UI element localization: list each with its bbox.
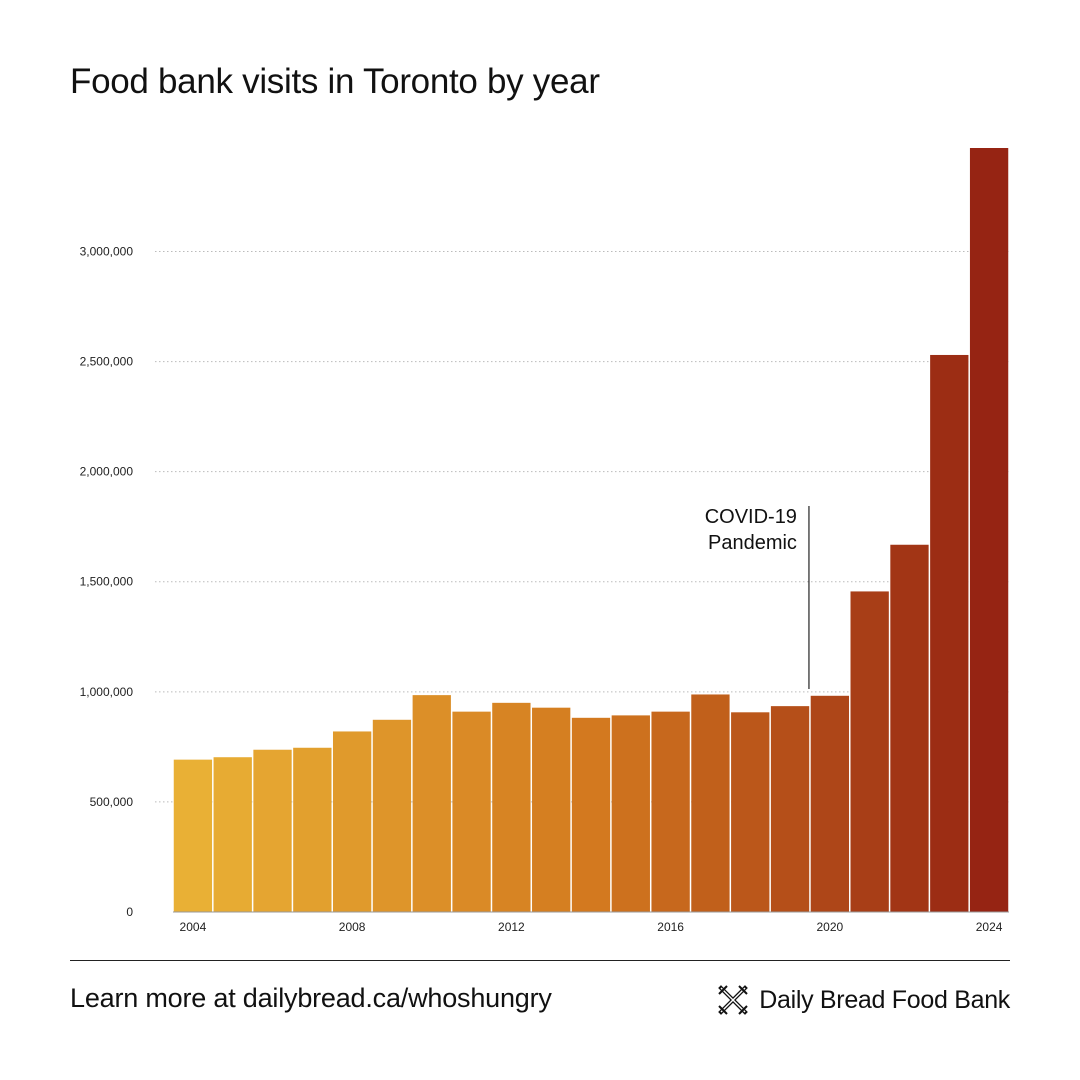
- bar-chart: 0 500,000 1,000,000 1,500,000 2,000,000 2,500…: [80, 148, 1009, 934]
- x-tick-label: 2016: [657, 920, 684, 934]
- bar: [213, 757, 252, 912]
- bar: [731, 712, 770, 912]
- y-tick-label: 1,500,000: [80, 575, 134, 589]
- daily-bread-x-icon: [718, 985, 749, 1015]
- bar: [810, 695, 850, 912]
- bar: [850, 591, 889, 912]
- chart-title: Food bank visits in Toronto by year: [70, 62, 600, 101]
- brand-name: Daily Bread Food Bank: [759, 985, 1010, 1014]
- bar: [332, 731, 372, 912]
- annotation-label: Pandemic: [708, 532, 797, 554]
- x-tick-label: 2012: [498, 920, 525, 934]
- x-tick-label: 2020: [817, 920, 844, 934]
- bar: [253, 749, 292, 912]
- bar: [770, 706, 810, 912]
- y-tick-label: 1,000,000: [80, 685, 134, 699]
- bar: [492, 702, 531, 912]
- footer-link-text[interactable]: Learn more at dailybread.ca/whoshungry: [70, 983, 552, 1013]
- y-tick-label: 3,000,000: [80, 244, 134, 258]
- bar: [173, 759, 213, 912]
- y-tick-label: 0: [126, 905, 133, 919]
- bar: [571, 717, 611, 912]
- bar: [691, 694, 730, 912]
- y-tick-label: 500,000: [90, 795, 134, 809]
- annotation-label: COVID-19: [705, 506, 797, 528]
- bar: [890, 544, 929, 912]
- bar: [651, 711, 690, 912]
- bar: [969, 148, 1009, 912]
- x-tick-label: 2004: [180, 920, 207, 934]
- brand: Daily Bread Food Bank: [717, 984, 1010, 1016]
- bar: [532, 707, 571, 912]
- footer-divider: [70, 960, 1010, 961]
- y-tick-label: 2,500,000: [80, 355, 134, 369]
- x-tick-label: 2008: [339, 920, 366, 934]
- bar: [611, 715, 650, 912]
- bar: [452, 711, 491, 912]
- bar: [293, 747, 332, 912]
- bar: [372, 719, 412, 912]
- x-tick-label: 2024: [976, 920, 1003, 934]
- bar: [930, 354, 969, 912]
- bar: [412, 695, 451, 912]
- y-tick-label: 2,000,000: [80, 465, 134, 479]
